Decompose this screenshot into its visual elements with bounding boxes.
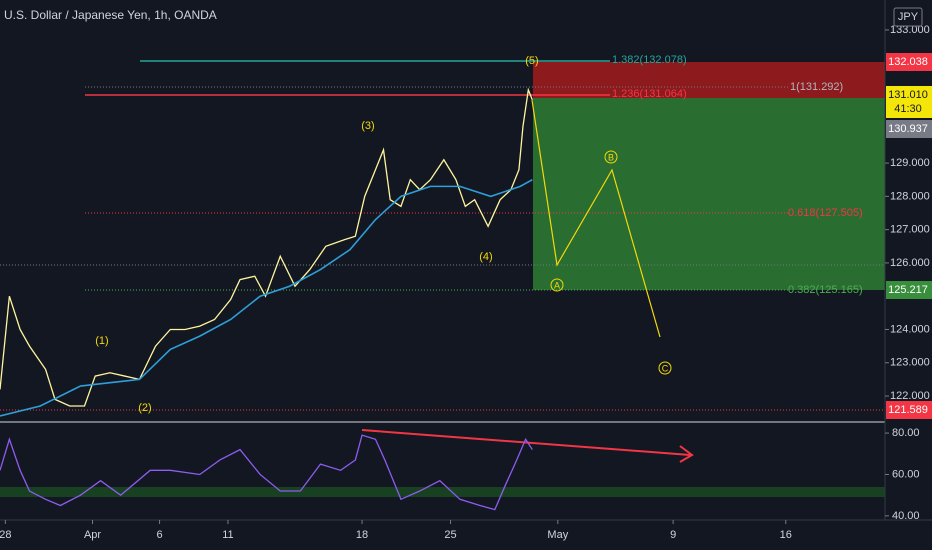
target-zone — [533, 98, 885, 290]
x-tick-label: Apr — [84, 529, 101, 541]
x-tick-label: 18 — [356, 529, 368, 541]
price-tag-label: 130.937 — [888, 123, 928, 135]
wave-label: (3) — [361, 120, 374, 132]
price-tag — [886, 281, 932, 299]
fib-label: 1.382(132.078) — [612, 54, 687, 66]
y-tick-label: 128.000 — [890, 190, 930, 202]
y-tick-label: 129.000 — [890, 157, 930, 169]
fib-label: 0.618(127.505) — [788, 207, 863, 219]
y-tick-label: 133.000 — [890, 24, 930, 36]
price-tag-label: 125.217 — [888, 284, 928, 296]
rsi-tick-label: 40.00 — [892, 510, 920, 522]
divergence-line — [361, 429, 691, 456]
currency-box — [893, 7, 923, 27]
price-tag-label: 131.010 — [888, 89, 928, 101]
y-tick-label: 124.000 — [890, 323, 930, 335]
rsi-tick-label: 80.00 — [892, 427, 920, 439]
x-tick-label: 9 — [670, 529, 676, 541]
arrow-head — [679, 445, 694, 463]
currency: JPY — [898, 11, 919, 23]
wave-label: A — [554, 280, 560, 290]
fib-label: 1(131.292) — [790, 81, 843, 93]
x-tick-label: 11 — [222, 529, 233, 541]
x-tick-label: 28 — [0, 529, 11, 541]
y-tick-label: 123.000 — [890, 357, 930, 369]
x-tick-label: May — [547, 529, 568, 541]
fib-label: 1.236(131.064) — [612, 88, 687, 100]
price-tag — [886, 120, 932, 138]
stop-zone — [533, 62, 885, 98]
fib-label: 0.382(125.165) — [788, 284, 863, 296]
y-tick-label: 122.000 — [890, 390, 930, 402]
countdown: 41:30 — [894, 103, 922, 115]
y-tick-label: 127.000 — [890, 224, 930, 236]
wave-label: B — [608, 152, 614, 162]
projection — [531, 99, 661, 338]
wave-label: (2) — [138, 402, 151, 414]
x-tick-label: 25 — [444, 529, 456, 541]
price-line — [0, 87, 533, 407]
price-tag — [886, 401, 932, 419]
wave-circle — [658, 361, 672, 375]
y-tick-label: 126.000 — [890, 257, 930, 269]
wave-label: (5) — [525, 55, 538, 67]
wave-label: (1) — [95, 335, 108, 347]
wave-circle — [604, 150, 618, 164]
wave-label: C — [662, 363, 669, 373]
price-tag — [886, 86, 932, 118]
price-tag-label: 121.589 — [888, 404, 928, 416]
plot — [0, 60, 885, 497]
price-tag-label: 132.038 — [888, 56, 928, 68]
ma-line — [0, 179, 533, 417]
price-tag — [886, 53, 932, 71]
wave-label: (4) — [479, 251, 492, 263]
chart-title: U.S. Dollar / Japanese Yen, 1h, OANDA — [4, 8, 217, 22]
x-tick-label: 16 — [780, 529, 792, 541]
rsi-line — [0, 434, 533, 511]
rsi-band — [0, 487, 885, 497]
rsi-tick-label: 60.00 — [892, 468, 920, 480]
x-tick-label: 6 — [157, 529, 163, 541]
wave-circle — [550, 278, 564, 292]
